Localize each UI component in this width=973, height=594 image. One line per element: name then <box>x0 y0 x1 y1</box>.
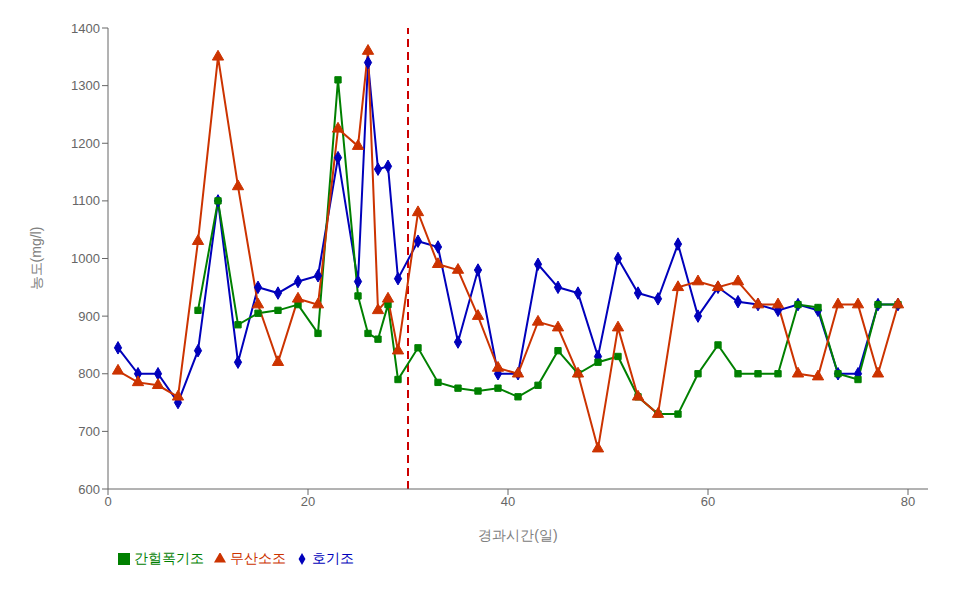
svg-text:600: 600 <box>78 482 100 497</box>
svg-text:경과시간(일): 경과시간(일) <box>478 527 557 543</box>
svg-text:900: 900 <box>78 309 100 324</box>
svg-text:800: 800 <box>78 366 100 381</box>
svg-text:농도(mg/l): 농도(mg/l) <box>28 227 44 291</box>
svg-text:40: 40 <box>501 494 515 509</box>
svg-text:1300: 1300 <box>71 78 100 93</box>
svg-text:20: 20 <box>301 494 315 509</box>
html-text:무산소조: 무산소조 <box>230 550 286 566</box>
svg-text:1400: 1400 <box>71 21 100 36</box>
svg-text:1000: 1000 <box>71 251 100 266</box>
svg-text:1100: 1100 <box>72 193 100 208</box>
svg-text:80: 80 <box>901 494 915 509</box>
svg-text:700: 700 <box>78 424 100 439</box>
svg-text:1200: 1200 <box>71 136 100 151</box>
svg-text:0: 0 <box>104 494 111 509</box>
html-text:간헐폭기조: 간헐폭기조 <box>134 550 204 566</box>
svg-text:60: 60 <box>701 494 715 509</box>
html-text:호기조: 호기조 <box>312 550 354 566</box>
